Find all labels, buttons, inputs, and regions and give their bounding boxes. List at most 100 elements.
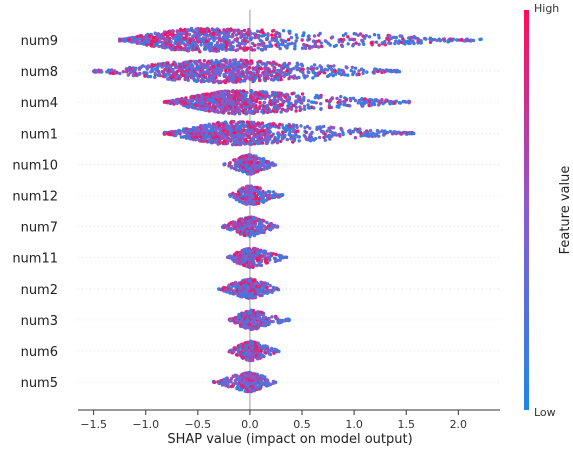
- point: [215, 41, 220, 45]
- point: [353, 136, 358, 140]
- point: [155, 35, 159, 40]
- point: [257, 92, 261, 97]
- point: [174, 72, 179, 76]
- point: [271, 163, 276, 168]
- point: [442, 37, 447, 41]
- point: [288, 70, 292, 75]
- point: [196, 36, 201, 41]
- point: [181, 73, 186, 78]
- point: [264, 37, 269, 41]
- point: [273, 75, 277, 79]
- point: [284, 129, 288, 133]
- point: [302, 104, 307, 109]
- point: [279, 97, 284, 102]
- point: [273, 33, 277, 38]
- point: [240, 29, 244, 34]
- point: [193, 42, 197, 47]
- point: [205, 71, 209, 76]
- point: [245, 229, 249, 233]
- point: [217, 133, 222, 138]
- point: [203, 75, 208, 80]
- point: [211, 80, 216, 84]
- point: [327, 105, 332, 110]
- point: [228, 290, 232, 295]
- point: [243, 101, 247, 105]
- point: [463, 38, 467, 43]
- point: [235, 48, 240, 52]
- point: [226, 223, 230, 228]
- point: [194, 27, 198, 31]
- point: [173, 100, 177, 105]
- point: [317, 39, 321, 43]
- point: [229, 166, 234, 170]
- point: [239, 103, 244, 108]
- point: [254, 216, 258, 221]
- point: [264, 76, 268, 81]
- point: [319, 107, 323, 111]
- point: [379, 69, 383, 73]
- point: [262, 62, 266, 66]
- point: [256, 251, 260, 256]
- point: [250, 129, 255, 134]
- point: [262, 229, 266, 233]
- point: [280, 103, 284, 107]
- point: [197, 40, 201, 44]
- point: [155, 42, 159, 46]
- point: [150, 39, 154, 43]
- point: [255, 201, 259, 206]
- point: [236, 70, 240, 74]
- point: [240, 66, 244, 70]
- point: [340, 44, 345, 49]
- point: [287, 76, 291, 81]
- point: [231, 40, 235, 44]
- point: [250, 172, 254, 176]
- point: [237, 72, 241, 77]
- point: [225, 27, 229, 32]
- point: [221, 110, 225, 114]
- point: [252, 32, 257, 36]
- point: [364, 34, 368, 38]
- point: [123, 38, 127, 42]
- point: [241, 170, 245, 174]
- point: [241, 200, 245, 205]
- point: [232, 96, 236, 101]
- point: [304, 137, 309, 141]
- point: [372, 33, 377, 37]
- point: [245, 120, 250, 124]
- point: [303, 45, 308, 50]
- point: [227, 77, 232, 81]
- point: [241, 89, 246, 93]
- point: [198, 98, 202, 102]
- point: [207, 102, 212, 106]
- point: [191, 136, 196, 140]
- point: [227, 111, 231, 115]
- point: [352, 32, 356, 36]
- point: [264, 137, 268, 142]
- beeswarm-num12: [228, 184, 285, 206]
- point: [156, 64, 160, 69]
- point: [253, 43, 257, 47]
- point: [210, 48, 214, 52]
- point: [285, 137, 289, 142]
- beeswarm-num9: [118, 26, 483, 54]
- point: [383, 43, 388, 47]
- point: [248, 109, 252, 113]
- point: [246, 187, 250, 191]
- point: [183, 60, 188, 64]
- point: [243, 259, 247, 263]
- point: [242, 105, 247, 110]
- point: [224, 99, 228, 103]
- point: [172, 36, 177, 40]
- point: [207, 134, 211, 139]
- point: [196, 76, 200, 81]
- point: [271, 193, 275, 198]
- point: [267, 165, 272, 169]
- beeswarm-num4: [162, 89, 411, 116]
- point: [338, 98, 342, 103]
- point: [206, 34, 210, 38]
- point: [300, 63, 304, 67]
- beeswarm-num10: [222, 153, 278, 176]
- point: [388, 69, 392, 73]
- point: [239, 74, 243, 79]
- point: [189, 59, 193, 63]
